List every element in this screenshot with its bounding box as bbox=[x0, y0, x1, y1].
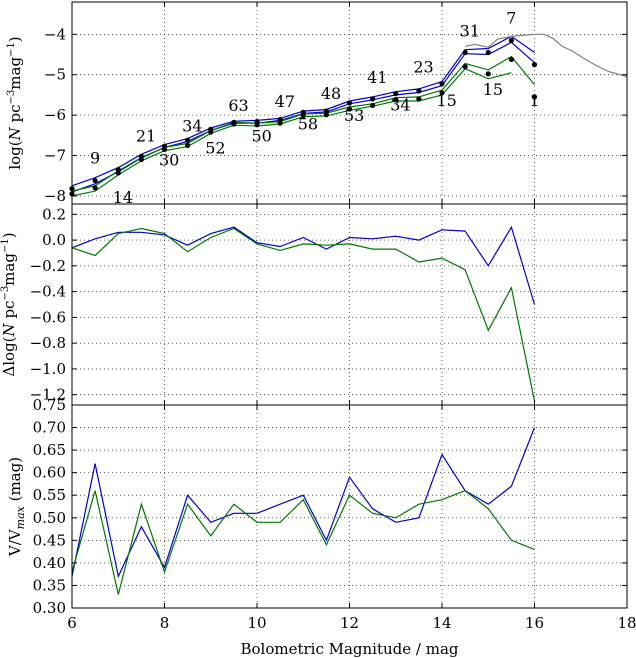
middle-ytick-label: −1.2 bbox=[30, 386, 66, 404]
xtick-label: 14 bbox=[432, 614, 451, 632]
top-marker-upper bbox=[370, 96, 376, 102]
xtick-label: 16 bbox=[525, 614, 544, 632]
count-annotation: 1 bbox=[529, 91, 539, 110]
xtick-label: 18 bbox=[617, 614, 636, 632]
top-marker-lower bbox=[508, 56, 514, 62]
top-marker-lower bbox=[323, 112, 329, 118]
count-annotation: 23 bbox=[413, 58, 433, 77]
xtick-label: 6 bbox=[67, 614, 77, 632]
bottom-ytick-label: 0.75 bbox=[33, 396, 66, 414]
count-annotation: 52 bbox=[205, 139, 225, 158]
top-marker-lower bbox=[92, 185, 98, 191]
top-marker-lower bbox=[277, 120, 283, 126]
count-annotation: 31 bbox=[460, 21, 480, 40]
xtick-label: 10 bbox=[247, 614, 266, 632]
bottom-ytick-label: 0.65 bbox=[33, 441, 66, 459]
top-marker-lower bbox=[462, 64, 468, 70]
count-annotation: 34 bbox=[390, 95, 410, 114]
top-marker-upper bbox=[462, 49, 468, 56]
count-annotation: 15 bbox=[483, 80, 503, 99]
top-marker-upper bbox=[346, 100, 353, 106]
top-marker-upper bbox=[323, 108, 329, 114]
middle-ytick-label: −0.6 bbox=[30, 308, 66, 326]
top-marker-lower bbox=[531, 94, 538, 100]
count-annotation: 63 bbox=[228, 96, 248, 115]
top-ylabel: log(N pc−3mag−1) bbox=[6, 36, 24, 169]
top-ytick-label: −5 bbox=[44, 66, 66, 84]
bottom-line-blue bbox=[71, 427, 536, 579]
count-annotation: 48 bbox=[321, 84, 341, 103]
middle-ytick-label: −1.0 bbox=[30, 360, 66, 378]
middle-ytick-label: 0.2 bbox=[42, 205, 66, 223]
top-marker-lower bbox=[208, 129, 214, 135]
count-annotation: 47 bbox=[275, 92, 295, 111]
top-marker-upper bbox=[393, 91, 399, 97]
count-annotation: 21 bbox=[136, 126, 156, 145]
count-annotation: 58 bbox=[298, 114, 318, 133]
count-annotation: 41 bbox=[367, 68, 387, 87]
top-marker-lower bbox=[300, 112, 306, 119]
bottom-ytick-label: 0.60 bbox=[33, 464, 66, 482]
bottom-ylabel: V/Vmax (mag) bbox=[6, 457, 27, 557]
top-ytick-label: −4 bbox=[44, 25, 66, 43]
count-annotation: 14 bbox=[113, 188, 133, 207]
xtick-label: 8 bbox=[160, 614, 170, 632]
middle-line-green bbox=[71, 227, 536, 402]
x-axis-label: Bolometric Magnitude / mag bbox=[240, 640, 458, 658]
top-marker-upper bbox=[531, 62, 538, 68]
top-marker-lower bbox=[439, 90, 445, 96]
bottom-ytick-label: 0.35 bbox=[33, 576, 66, 594]
top-marker-upper bbox=[185, 137, 191, 143]
top-ytick-label: −7 bbox=[44, 147, 66, 165]
middle-line-blue bbox=[71, 225, 536, 305]
top-line-reference bbox=[464, 33, 628, 78]
count-annotation: 15 bbox=[436, 91, 456, 110]
middle-ytick-label: −0.2 bbox=[30, 257, 66, 275]
bottom-ytick-label: 0.45 bbox=[33, 531, 66, 549]
middle-ytick-label: −0.4 bbox=[30, 283, 66, 301]
count-annotation: 34 bbox=[182, 116, 202, 135]
top-marker-lower bbox=[370, 102, 376, 109]
top-line-green-lower bbox=[71, 67, 512, 197]
count-annotation: 7 bbox=[506, 8, 516, 27]
data-layer bbox=[69, 33, 628, 595]
count-annotation: 9 bbox=[90, 149, 100, 168]
top-marker-lower bbox=[393, 97, 399, 103]
middle-ylabel: Δlog(N pc−3mag−1) bbox=[0, 232, 18, 376]
bottom-ytick-label: 0.40 bbox=[33, 554, 66, 572]
top-marker-upper bbox=[277, 116, 283, 123]
top-marker-upper bbox=[416, 88, 422, 94]
bottom-ytick-label: 0.55 bbox=[33, 486, 66, 504]
count-annotation: 50 bbox=[251, 126, 271, 145]
top-marker-lower bbox=[185, 142, 191, 149]
xtick-label: 12 bbox=[340, 614, 359, 632]
top-marker-lower bbox=[416, 96, 422, 102]
top-marker-upper bbox=[92, 177, 98, 184]
top-marker-lower bbox=[115, 170, 121, 176]
bottom-ytick-label: 0.70 bbox=[33, 419, 66, 437]
count-annotation: 53 bbox=[344, 106, 364, 125]
top-marker-lower bbox=[138, 156, 144, 163]
top-marker-lower bbox=[231, 121, 237, 127]
top-marker-lower bbox=[161, 146, 168, 153]
top-ytick-label: −6 bbox=[44, 106, 66, 124]
bottom-ytick-label: 0.50 bbox=[33, 509, 66, 527]
middle-ytick-label: 0.0 bbox=[42, 231, 66, 249]
top-marker-lower bbox=[346, 106, 353, 112]
top-marker-upper bbox=[439, 81, 445, 87]
axes-layer bbox=[71, 1, 628, 609]
bottom-line-green bbox=[71, 490, 535, 595]
top-marker-upper bbox=[508, 37, 514, 43]
top-ytick-label: −8 bbox=[44, 187, 66, 205]
grid-lines bbox=[72, 2, 627, 608]
bottom-ytick-label: 0.30 bbox=[33, 599, 66, 617]
middle-ytick-label: −0.8 bbox=[30, 334, 66, 352]
top-marker-lower bbox=[254, 122, 260, 128]
top-marker-lower bbox=[485, 71, 491, 77]
top-marker-upper bbox=[485, 49, 491, 56]
count-annotation: 30 bbox=[159, 151, 179, 170]
